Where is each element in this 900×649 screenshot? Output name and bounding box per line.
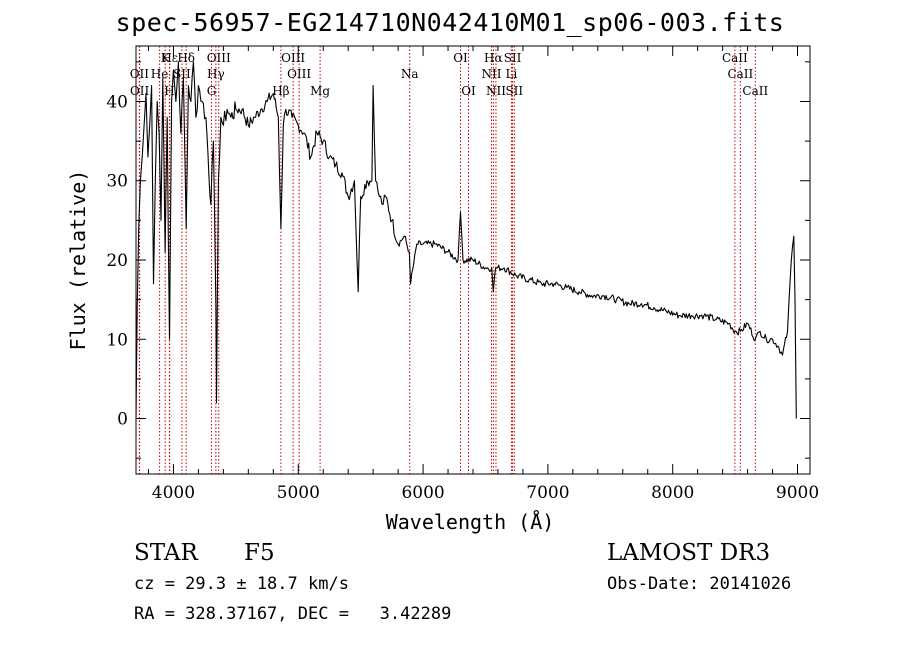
line-label-Hβ: Hβ	[272, 84, 289, 98]
x-tick-label: 9000	[776, 483, 819, 503]
y-tick-label: 10	[106, 330, 128, 350]
line-label-Na: Na	[401, 67, 419, 81]
line-label-Li: Li	[506, 67, 518, 81]
line-label-OIII: OIII	[207, 51, 231, 65]
line-label-OI: OI	[453, 51, 468, 65]
line-label-SII: SII	[505, 84, 523, 98]
x-tick-label: 7000	[526, 483, 569, 503]
y-tick-label: 30	[106, 172, 128, 192]
x-tick-label: 8000	[651, 483, 694, 503]
line-label-G: G	[207, 84, 217, 98]
line-label-H: H	[164, 84, 174, 98]
line-label-SII: SII	[173, 67, 191, 81]
flux-series-line	[135, 61, 797, 419]
line-label-Hδ: Hδ	[177, 51, 195, 65]
line-label-OII: OII	[130, 67, 150, 81]
line-label-SII: SII	[504, 51, 522, 65]
line-label-OIII: OIII	[287, 67, 311, 81]
line-label-Hα: Hα	[484, 51, 503, 65]
x-tick-label: 4000	[152, 483, 195, 503]
coordinates: RA = 328.37167, DEC = 3.42289	[134, 604, 451, 624]
line-label-NII: NII	[481, 67, 501, 81]
ra-value: RA = 328.37167,	[134, 604, 288, 624]
x-axis-label: Wavelength (Å)	[385, 510, 555, 534]
x-tick-label: 6000	[401, 483, 444, 503]
dec-value: DEC = 3.42289	[297, 604, 452, 624]
y-tick-label: 0	[117, 410, 128, 430]
y-tick-label: 40	[106, 92, 128, 112]
line-label-He: He	[151, 67, 169, 81]
line-label-OII: OII	[130, 84, 150, 98]
line-label-NII: NII	[486, 84, 506, 98]
object-subclass: F5	[244, 540, 275, 566]
y-axis-label: Flux (relative)	[66, 169, 90, 351]
line-label-OI: OI	[461, 84, 476, 98]
object-class: STAR	[134, 540, 198, 566]
line-label-Hγ: Hγ	[207, 67, 225, 81]
spectral-line-markers	[138, 46, 756, 474]
x-axis-ticks: 4000 5000 6000 7000 8000 9000	[147, 46, 819, 503]
line-label-CaII: CaII	[722, 51, 748, 65]
line-label-OIII: OIII	[281, 51, 305, 65]
x-tick-label: 5000	[277, 483, 320, 503]
survey-name: LAMOST DR3	[607, 540, 771, 566]
chart-title: spec-56957-EG214710N042410M01_sp06-003.f…	[115, 8, 785, 37]
line-label-K: K	[161, 51, 171, 65]
line-label-CaII: CaII	[727, 67, 753, 81]
obs-date: Obs-Date: 20141026	[607, 574, 792, 594]
y-axis-ticks: 0 10 20 30 40	[106, 61, 810, 459]
y-tick-label: 20	[106, 251, 128, 271]
redshift-text: cz = 29.3 ± 18.7 km/s	[134, 574, 349, 594]
line-label-CaII: CaII	[742, 84, 768, 98]
line-label-Mg: Mg	[310, 84, 330, 98]
